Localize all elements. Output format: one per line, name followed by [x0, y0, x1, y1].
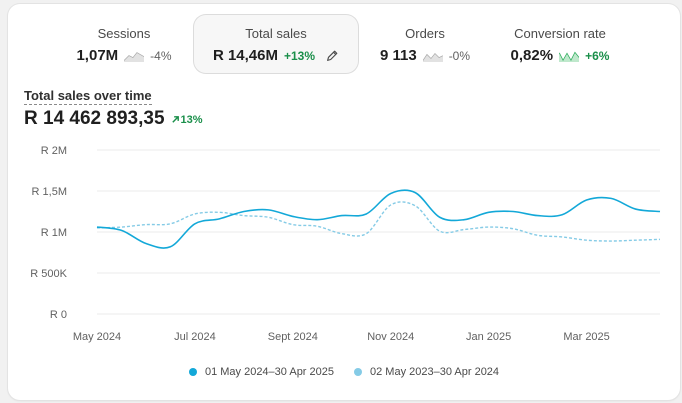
- chart-title[interactable]: Total sales over time: [24, 88, 152, 105]
- pencil-icon[interactable]: [325, 49, 339, 63]
- y-tick-label: R 1M: [41, 227, 67, 239]
- metric-sessions[interactable]: Sessions 1,07M -4%: [66, 15, 182, 73]
- metric-total-sales[interactable]: Total sales R 14,46M +13%: [194, 15, 358, 73]
- x-tick-label: Nov 2024: [367, 331, 414, 343]
- x-tick-label: Jan 2025: [466, 331, 511, 343]
- sparkline-icon: [124, 51, 145, 62]
- sales-card: Sessions 1,07M -4% Total sales R 14,46M …: [8, 4, 680, 400]
- sparkline-icon: [422, 52, 443, 62]
- total-value: R 14 462 893,35: [24, 108, 165, 129]
- metric-label: Orders: [405, 26, 445, 41]
- metric-value: R 14,46M: [212, 47, 278, 64]
- metric-conversion-rate[interactable]: Conversion rate 0,82% +6%: [492, 15, 628, 73]
- legend-dot-previous: [354, 368, 362, 376]
- legend-dot-current: [188, 368, 197, 376]
- metric-value: 9 113: [379, 47, 417, 64]
- metric-value: 1,07M: [76, 47, 119, 64]
- sales-line-chart: R 0 R 500K R 1M R 1,5M R 2M May 2024 Jul 2024 S…: [30, 145, 661, 343]
- y-tick-label: R 1,5M: [32, 186, 67, 198]
- legend-item-previous[interactable]: 02 May 2023–30 Apr 2024: [354, 366, 499, 378]
- y-tick-label: R 500K: [30, 268, 67, 280]
- legend-label: 02 May 2023–30 Apr 2024: [370, 366, 500, 378]
- y-tick-label: R 2M: [41, 145, 67, 157]
- legend-item-current[interactable]: 01 May 2024–30 Apr 2025: [188, 366, 334, 378]
- metrics-row: Sessions 1,07M -4% Total sales R 14,46M …: [8, 4, 680, 84]
- x-tick-label: May 2024: [73, 331, 121, 343]
- series-line-current[interactable]: [96, 189, 661, 249]
- x-tick-label: Jul 2024: [174, 331, 216, 343]
- y-tick-label: R 0: [50, 309, 67, 321]
- legend-label: 01 May 2024–30 Apr 2025: [204, 366, 334, 378]
- metric-label: Sessions: [97, 26, 151, 41]
- x-tick-label: Sept 2024: [268, 331, 318, 343]
- chart-total: R 14 462 893,35 13%: [24, 108, 203, 130]
- x-tick-label: Mar 2025: [563, 331, 609, 343]
- series-line-previous[interactable]: [96, 201, 661, 242]
- metric-change: -4%: [150, 48, 172, 63]
- metric-orders[interactable]: Orders 9 113 -0%: [368, 15, 482, 73]
- total-change: 13%: [171, 114, 203, 126]
- metric-change: -0%: [448, 48, 471, 63]
- metric-label: Conversion rate: [514, 26, 606, 41]
- metric-label: Total sales: [245, 26, 307, 41]
- sparkline-icon-up: [559, 51, 580, 62]
- metric-value: 0,82%: [510, 47, 554, 64]
- chart-legend: 01 May 2024–30 Apr 2025 02 May 2023–30 A…: [8, 366, 680, 378]
- metric-change: +6%: [585, 48, 610, 63]
- total-change-value: 13%: [180, 113, 203, 126]
- metric-change: +13%: [284, 48, 316, 63]
- arrow-up-right-icon: [171, 116, 179, 123]
